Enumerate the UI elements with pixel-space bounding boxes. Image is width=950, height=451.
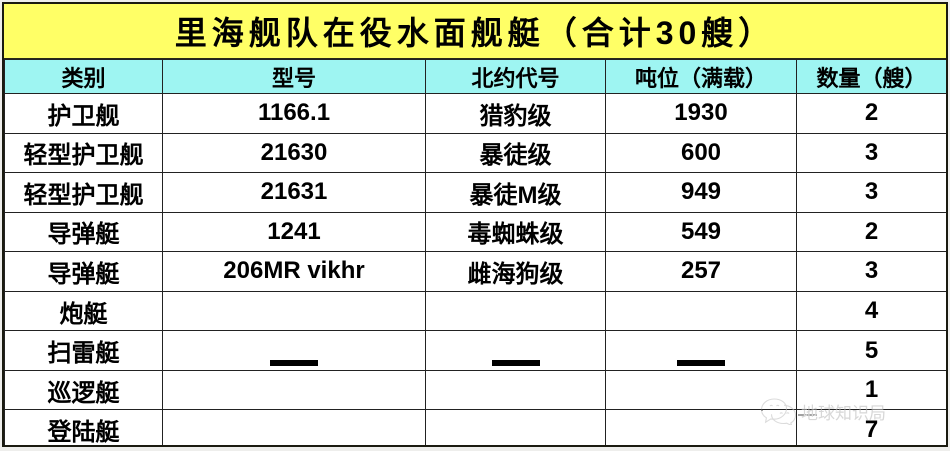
svg-text:地球知识局: 地球知识局 [801, 404, 886, 423]
